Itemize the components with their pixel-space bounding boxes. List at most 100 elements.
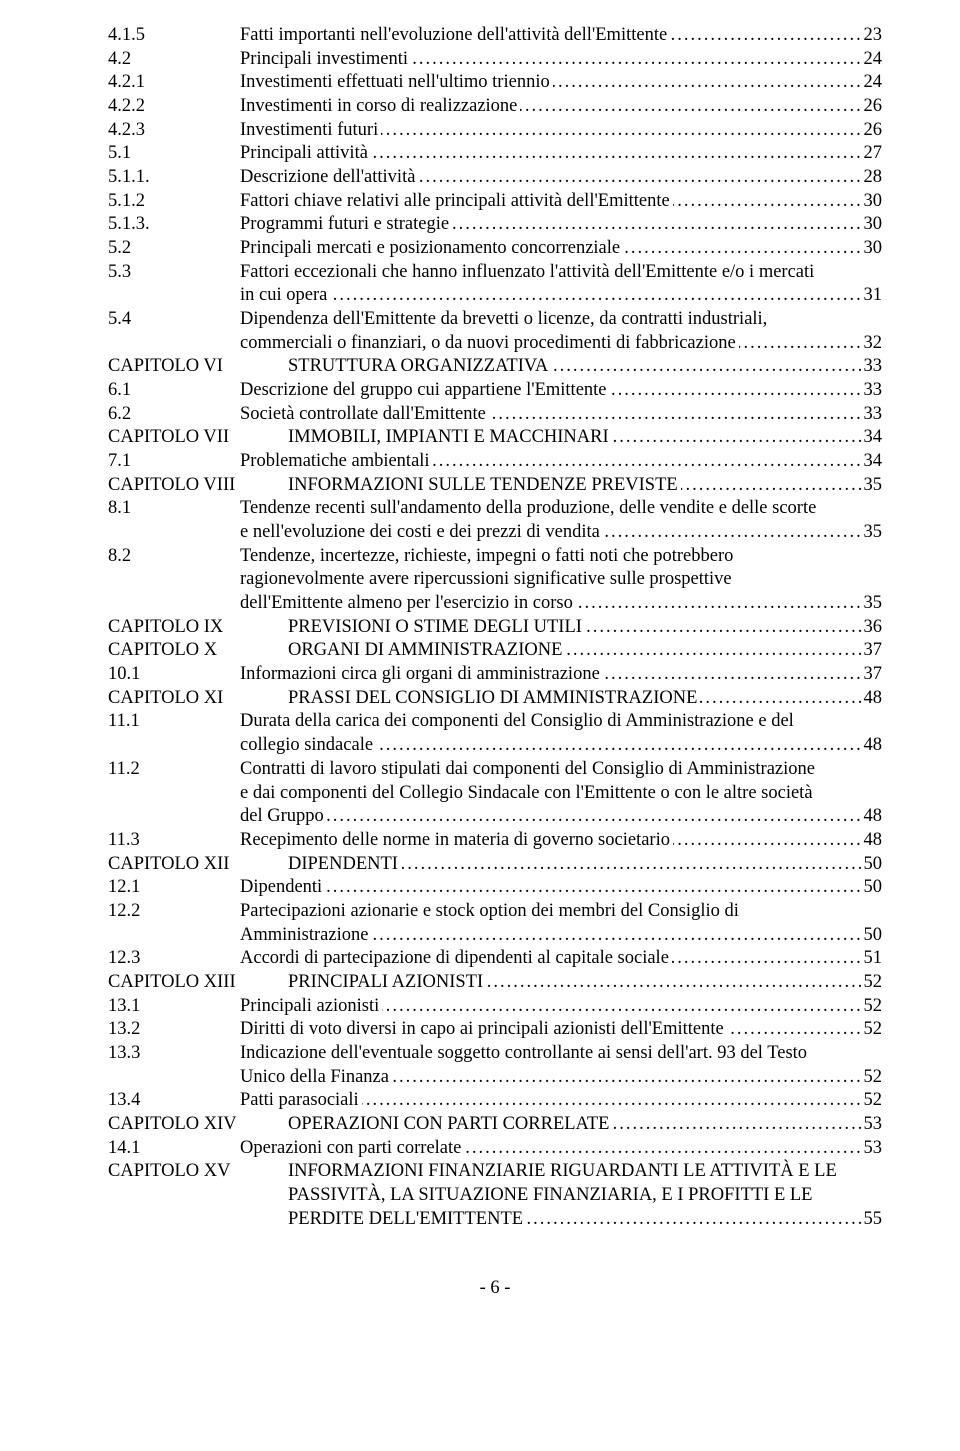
toc-entry: 5.2Principali mercati e posizionamento c… [108, 237, 882, 261]
toc-entry: 5.4Dipendenza dell'Emittente da brevetti… [108, 308, 882, 332]
toc-entry: CAPITOLO IXPREVISIONI O STIME DEGLI UTIL… [108, 616, 882, 640]
toc-entry-page: 50 [862, 853, 883, 877]
toc-entry-page: 32 [862, 332, 883, 356]
toc-entry: CAPITOLO VISTRUTTURA ORGANIZZATIVA33 [108, 355, 882, 379]
toc-entry-title-line: Tendenze recenti sull'andamento della pr… [240, 497, 882, 521]
toc-entry-title-line: Amministrazione [240, 924, 862, 948]
toc-entry: 8.1Tendenze recenti sull'andamento della… [108, 497, 882, 521]
toc-entry-number: CAPITOLO X [108, 639, 288, 663]
toc-entry: CAPITOLO XIIIPRINCIPALI AZIONISTI52 [108, 971, 882, 995]
toc-entry-lastline: del Gruppo48 [108, 805, 882, 829]
toc-entry-lastline: in cui opera31 [108, 284, 882, 308]
toc-entry: CAPITOLO XORGANI DI AMMINISTRAZIONE37 [108, 639, 882, 663]
toc-entry: 4.2Principali investimenti24 [108, 48, 882, 72]
toc-entry-title: PRASSI DEL CONSIGLIO DI AMMINISTRAZIONE [288, 687, 862, 711]
toc-entry-page: 27 [862, 142, 883, 166]
toc-entry-number: CAPITOLO XI [108, 687, 288, 711]
toc-entry-page: 35 [862, 592, 883, 616]
toc-entry-title: Programmi futuri e strategie [240, 213, 862, 237]
toc-entry: CAPITOLO VIIIINFORMAZIONI SULLE TENDENZE… [108, 474, 882, 498]
toc-entry: 11.3Recepimento delle norme in materia d… [108, 829, 882, 853]
toc-entry-page: 34 [862, 426, 883, 450]
toc-entry-page: 24 [862, 71, 883, 95]
toc-page: 4.1.5Fatti importanti nell'evoluzione de… [0, 0, 960, 1341]
toc-entry-number: CAPITOLO XIV [108, 1113, 288, 1137]
toc-entry-title: PRINCIPALI AZIONISTI [288, 971, 862, 995]
toc-entry: CAPITOLO XIVOPERAZIONI CON PARTI CORRELA… [108, 1113, 882, 1137]
toc-entry-page: 28 [862, 166, 883, 190]
toc-entry-title-line: Contratti di lavoro stipulati dai compon… [240, 758, 882, 782]
toc-entry: CAPITOLO VIIIMMOBILI, IMPIANTI E MACCHIN… [108, 426, 882, 450]
toc-entry-page: 35 [862, 474, 883, 498]
toc-entry-title-line: Durata della carica dei componenti del C… [240, 710, 882, 734]
toc-entry: 13.2Diritti di voto diversi in capo ai p… [108, 1018, 882, 1042]
toc-entry-title-line: PASSIVITÀ, LA SITUAZIONE FINANZIARIA, E … [288, 1184, 882, 1208]
toc-entry-page: 33 [862, 355, 883, 379]
toc-entry-number: 6.2 [108, 403, 240, 427]
toc-entry-page: 34 [862, 450, 883, 474]
toc-entry-page: 51 [862, 947, 883, 971]
toc-entry-title-line: Fattori eccezionali che hanno influenzat… [240, 261, 882, 285]
toc-entry-number: CAPITOLO XII [108, 853, 288, 877]
toc-entry-title: Recepimento delle norme in materia di go… [240, 829, 862, 853]
toc-entry: 5.1.2Fattori chiave relativi alle princi… [108, 190, 882, 214]
toc-entry-page: 23 [862, 24, 883, 48]
toc-entry-title-line: INFORMAZIONI FINANZIARIE RIGUARDANTI LE … [288, 1160, 882, 1184]
toc-entry-title-line: e dai componenti del Collegio Sindacale … [240, 782, 882, 806]
toc-entry-lastline: dell'Emittente almeno per l'esercizio in… [108, 592, 882, 616]
toc-entry-number: CAPITOLO VII [108, 426, 288, 450]
toc-entry-title-line: e nell'evoluzione dei costi e dei prezzi… [240, 521, 862, 545]
toc-entry-number: 4.2.2 [108, 95, 240, 119]
toc-entry-page: 37 [862, 663, 883, 687]
toc-entry-title: Operazioni con parti correlate [240, 1137, 862, 1161]
toc-entry: 6.1Descrizione del gruppo cui appartiene… [108, 379, 882, 403]
toc-entry-number: 5.1.2 [108, 190, 240, 214]
toc-entry: 4.2.2Investimenti in corso di realizzazi… [108, 95, 882, 119]
toc-entry: CAPITOLO XIPRASSI DEL CONSIGLIO DI AMMIN… [108, 687, 882, 711]
toc-entry-page: 31 [862, 284, 883, 308]
toc-entry-number: 4.1.5 [108, 24, 240, 48]
toc-entry-title: Diritti di voto diversi in capo ai princ… [240, 1018, 862, 1042]
toc-entry-title: Accordi di partecipazione di dipendenti … [240, 947, 862, 971]
toc-entry-number: 5.1.3. [108, 213, 240, 237]
toc-entry-number: 5.4 [108, 308, 240, 332]
toc-entry-number: 8.1 [108, 497, 240, 521]
toc-entry-number: 4.2.3 [108, 119, 240, 143]
toc-entry-page: 52 [862, 1089, 883, 1113]
toc-entry-title: Patti parasociali [240, 1089, 862, 1113]
toc-entry-number: 13.4 [108, 1089, 240, 1113]
toc-entry: 10.1Informazioni circa gli organi di amm… [108, 663, 882, 687]
toc-entry: 6.2Società controllate dall'Emittente33 [108, 403, 882, 427]
toc-entry-title: Investimenti in corso di realizzazione [240, 95, 862, 119]
toc-entry-page: 33 [862, 403, 883, 427]
toc-entry-number: CAPITOLO IX [108, 616, 288, 640]
toc-entry-title: Dipendenti [240, 876, 862, 900]
toc-entry: 4.1.5Fatti importanti nell'evoluzione de… [108, 24, 882, 48]
toc-entry-number: 5.1 [108, 142, 240, 166]
toc-entry-title: Fattori chiave relativi alle principali … [240, 190, 862, 214]
toc-entry-title-line: ragionevolmente avere ripercussioni sign… [240, 568, 882, 592]
toc-entry-number: 10.1 [108, 663, 240, 687]
toc-entry-number: 11.3 [108, 829, 240, 853]
toc-entry-continuation: PASSIVITÀ, LA SITUAZIONE FINANZIARIA, E … [108, 1184, 882, 1208]
toc-entry-title: IMMOBILI, IMPIANTI E MACCHINARI [288, 426, 862, 450]
toc-entry-number: 13.1 [108, 995, 240, 1019]
toc-entry-title: PREVISIONI O STIME DEGLI UTILI [288, 616, 862, 640]
toc-entry-lastline: collegio sindacale48 [108, 734, 882, 758]
toc-entry: 13.3Indicazione dell'eventuale soggetto … [108, 1042, 882, 1066]
toc-entry-page: 30 [862, 213, 883, 237]
page-number-footer: - 6 - [108, 1277, 882, 1301]
toc-entry-page: 53 [862, 1137, 883, 1161]
toc-entry-page: 26 [862, 95, 883, 119]
toc-entry: 5.1Principali attività27 [108, 142, 882, 166]
toc-entry-lastline: PERDITE DELL'EMITTENTE55 [108, 1208, 882, 1232]
toc-entry-title-line: Unico della Finanza [240, 1066, 862, 1090]
toc-entry-page: 52 [862, 995, 883, 1019]
toc-entry-number: 7.1 [108, 450, 240, 474]
toc-entry-page: 36 [862, 616, 883, 640]
toc-entry-title: Principali investimenti [240, 48, 862, 72]
toc-entry-page: 48 [862, 734, 883, 758]
toc-entry-page: 53 [862, 1113, 883, 1137]
toc-entry-lastline: e nell'evoluzione dei costi e dei prezzi… [108, 521, 882, 545]
toc-entry-lastline: Unico della Finanza52 [108, 1066, 882, 1090]
